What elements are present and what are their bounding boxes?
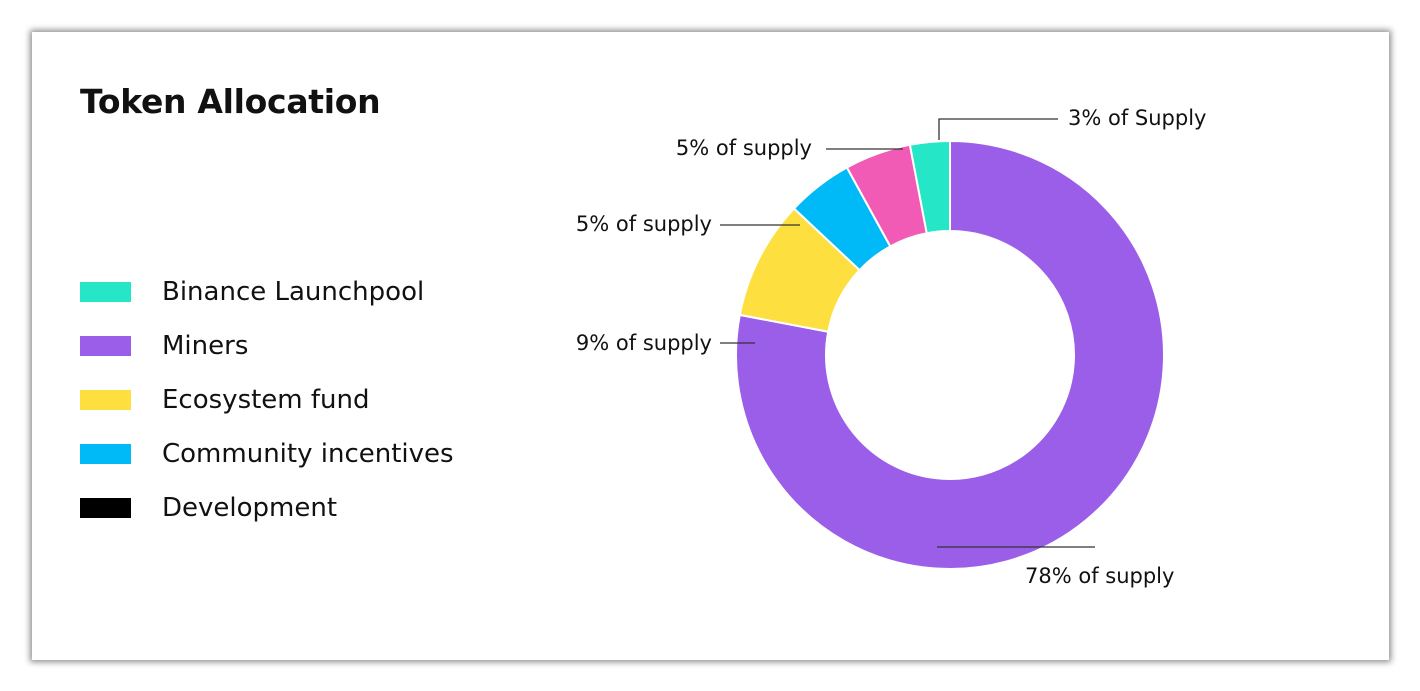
slice-annotation-label: 5% of supply xyxy=(576,212,712,236)
slice-annotation-label: 78% of supply xyxy=(1025,564,1174,588)
legend-label: Binance Launchpool xyxy=(162,277,425,307)
legend-swatch xyxy=(80,390,131,410)
legend-label: Community incentives xyxy=(162,439,454,469)
legend-swatch xyxy=(80,282,131,302)
legend-label: Miners xyxy=(162,331,249,361)
slice-annotation-label: 3% of Supply xyxy=(1068,106,1206,130)
legend-swatch xyxy=(80,444,131,464)
annotation-leader-line xyxy=(938,118,1058,140)
slice-annotation-label: 9% of supply xyxy=(576,331,712,355)
legend-label: Ecosystem fund xyxy=(162,385,370,415)
slice-annotation-label: 5% of supply xyxy=(676,136,812,160)
chart-title: Token Allocation xyxy=(80,82,381,121)
legend-swatch xyxy=(80,498,131,518)
legend-label: Development xyxy=(162,493,338,523)
legend-swatch xyxy=(80,336,131,356)
donut-slice-binance-launchpool xyxy=(908,139,951,235)
donut-slice-miners xyxy=(735,139,1165,570)
